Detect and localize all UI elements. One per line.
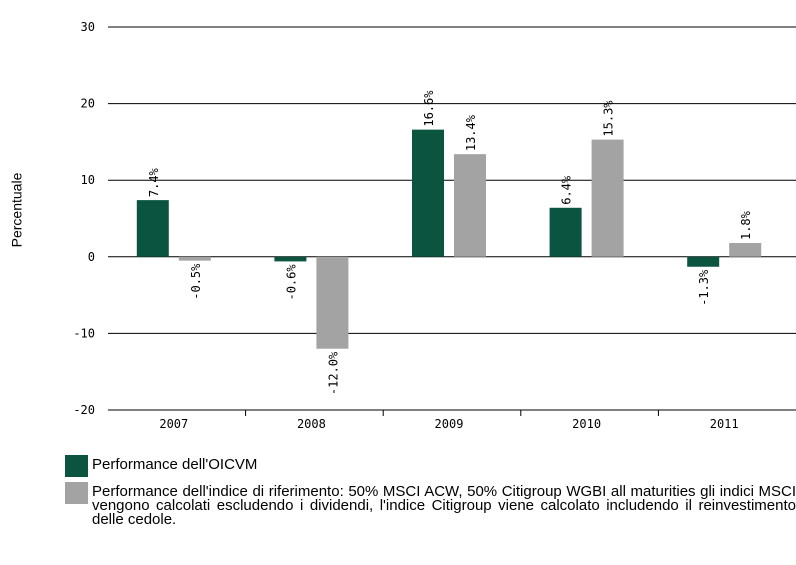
x-tick-label: 2008 xyxy=(297,417,326,431)
legend: Performance dell'OICVM Performance dell'i… xyxy=(65,455,796,532)
bar xyxy=(316,256,349,349)
value-label: 13.4% xyxy=(464,114,478,151)
y-tick-label: -10 xyxy=(73,326,95,340)
x-tick-label: 2009 xyxy=(435,417,464,431)
legend-swatch xyxy=(65,482,88,504)
value-label: -0.5% xyxy=(189,263,203,300)
y-tick-label: 30 xyxy=(81,20,95,34)
bar xyxy=(274,256,307,262)
value-label: 6.4% xyxy=(560,175,574,205)
legend-item: Performance dell'indice di riferimento: … xyxy=(65,482,796,527)
bar xyxy=(454,154,486,257)
value-label: -0.6% xyxy=(284,264,298,301)
bar xyxy=(136,200,169,257)
bar xyxy=(729,243,762,257)
x-tick-label: 2011 xyxy=(710,417,739,431)
y-tick-label: 10 xyxy=(81,173,95,187)
bar xyxy=(412,129,444,257)
bar xyxy=(549,207,582,257)
bar xyxy=(178,256,211,261)
value-label: 1.8% xyxy=(739,210,753,240)
y-tick-label: -20 xyxy=(73,403,95,417)
legend-swatch xyxy=(65,455,88,477)
x-tick-label: 2007 xyxy=(159,417,188,431)
legend-item: Performance dell'OICVM xyxy=(65,455,796,477)
chart: Percentuale -20 -10 0 10 20 30 2007 7.4% -0.5% 20… xyxy=(9,20,796,431)
legend-label: Performance dell'OICVM xyxy=(92,456,258,473)
value-label: 15.3% xyxy=(602,100,616,137)
y-axis-label: Percentuale xyxy=(9,172,25,247)
value-label: 7.4% xyxy=(147,167,161,197)
y-tick-label: 0 xyxy=(88,250,95,264)
bar xyxy=(591,139,624,257)
bar xyxy=(687,256,720,267)
legend-label: Performance dell'indice di riferimento: … xyxy=(92,483,796,528)
value-label: -1.3% xyxy=(697,269,711,306)
value-label: 16.6% xyxy=(422,90,436,127)
y-tick-label: 20 xyxy=(81,97,95,111)
x-tick-label: 2010 xyxy=(572,417,601,431)
value-label: -12.0% xyxy=(326,351,340,395)
